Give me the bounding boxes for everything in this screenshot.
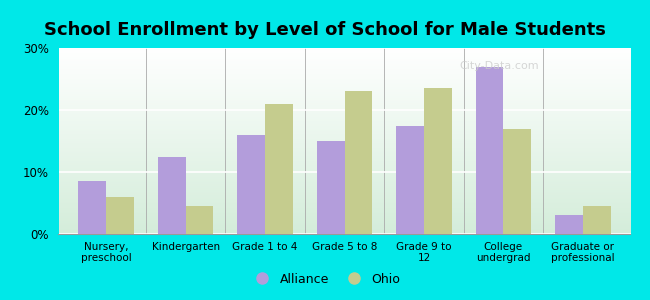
Bar	[186, 206, 213, 234]
Bar	[555, 215, 583, 234]
Bar	[79, 181, 106, 234]
Bar	[106, 197, 134, 234]
Bar	[476, 67, 503, 234]
Bar	[317, 141, 345, 234]
Bar	[344, 92, 372, 234]
Bar	[237, 135, 265, 234]
Bar	[503, 129, 531, 234]
Text: School Enrollment by Level of School for Male Students: School Enrollment by Level of School for…	[44, 21, 606, 39]
Bar	[583, 206, 610, 234]
Bar	[424, 88, 452, 234]
Bar	[265, 104, 293, 234]
Bar	[396, 125, 424, 234]
Bar	[158, 157, 186, 234]
Text: City-Data.com: City-Data.com	[459, 61, 538, 71]
Legend: Alliance, Ohio: Alliance, Ohio	[244, 268, 406, 291]
